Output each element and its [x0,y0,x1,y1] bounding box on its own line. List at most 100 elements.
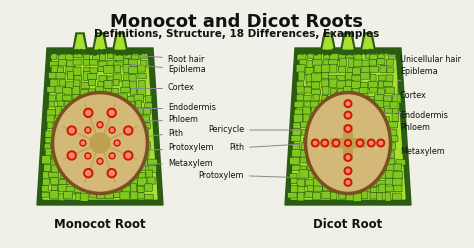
FancyBboxPatch shape [86,143,94,151]
FancyBboxPatch shape [386,164,395,172]
FancyBboxPatch shape [334,144,342,150]
Circle shape [66,50,70,54]
FancyBboxPatch shape [328,100,334,108]
FancyBboxPatch shape [330,89,337,94]
FancyBboxPatch shape [42,186,48,191]
FancyBboxPatch shape [140,128,148,136]
FancyBboxPatch shape [139,164,146,171]
FancyBboxPatch shape [336,101,343,109]
FancyBboxPatch shape [330,139,365,147]
FancyBboxPatch shape [377,114,383,123]
FancyBboxPatch shape [313,94,319,101]
FancyBboxPatch shape [118,143,126,152]
FancyBboxPatch shape [83,158,91,165]
FancyBboxPatch shape [90,68,98,73]
FancyBboxPatch shape [366,134,375,143]
FancyBboxPatch shape [389,54,395,59]
Text: Dicot Root: Dicot Root [313,218,383,231]
FancyBboxPatch shape [54,118,60,123]
FancyBboxPatch shape [362,191,368,198]
FancyBboxPatch shape [73,87,80,95]
FancyBboxPatch shape [67,71,73,80]
FancyBboxPatch shape [383,81,392,87]
FancyBboxPatch shape [73,67,81,75]
FancyBboxPatch shape [67,170,74,178]
FancyBboxPatch shape [340,166,349,171]
Polygon shape [363,35,373,49]
FancyBboxPatch shape [297,179,305,187]
FancyBboxPatch shape [122,81,130,88]
FancyBboxPatch shape [132,52,141,60]
FancyBboxPatch shape [139,158,148,166]
FancyBboxPatch shape [61,164,67,170]
FancyBboxPatch shape [396,159,406,165]
FancyBboxPatch shape [75,193,81,200]
FancyBboxPatch shape [127,114,137,122]
FancyBboxPatch shape [136,115,142,122]
FancyBboxPatch shape [56,73,65,79]
FancyBboxPatch shape [336,116,342,121]
Circle shape [106,49,111,53]
FancyBboxPatch shape [313,178,323,187]
FancyBboxPatch shape [360,103,367,109]
FancyBboxPatch shape [138,53,148,58]
FancyBboxPatch shape [87,129,94,135]
Circle shape [99,123,101,126]
FancyBboxPatch shape [58,60,67,66]
FancyBboxPatch shape [313,52,322,60]
FancyBboxPatch shape [105,173,114,179]
FancyBboxPatch shape [296,65,305,72]
FancyBboxPatch shape [113,79,119,86]
FancyBboxPatch shape [380,136,390,142]
FancyBboxPatch shape [114,192,122,198]
FancyBboxPatch shape [53,143,63,149]
Circle shape [110,129,114,132]
Circle shape [48,51,52,55]
FancyBboxPatch shape [98,66,107,72]
FancyBboxPatch shape [299,60,307,67]
FancyBboxPatch shape [317,144,325,151]
FancyBboxPatch shape [359,88,368,94]
FancyBboxPatch shape [365,100,375,108]
FancyBboxPatch shape [51,151,60,159]
FancyBboxPatch shape [349,121,357,129]
FancyBboxPatch shape [99,164,107,172]
FancyBboxPatch shape [385,87,394,93]
FancyBboxPatch shape [370,149,380,156]
FancyBboxPatch shape [111,121,118,129]
Circle shape [82,142,84,145]
FancyBboxPatch shape [74,186,81,193]
FancyBboxPatch shape [382,129,389,136]
Circle shape [345,139,352,147]
FancyBboxPatch shape [123,165,132,173]
FancyBboxPatch shape [53,127,63,136]
Circle shape [344,111,352,119]
FancyBboxPatch shape [66,179,74,184]
FancyBboxPatch shape [389,122,397,128]
Circle shape [109,171,114,176]
FancyBboxPatch shape [113,171,122,178]
FancyBboxPatch shape [107,76,115,81]
FancyBboxPatch shape [74,166,82,172]
FancyBboxPatch shape [392,178,402,186]
FancyBboxPatch shape [98,156,108,163]
FancyBboxPatch shape [374,95,384,103]
FancyBboxPatch shape [328,60,337,66]
Text: Epiblema: Epiblema [383,66,438,76]
FancyBboxPatch shape [84,180,91,186]
FancyBboxPatch shape [121,87,130,93]
FancyBboxPatch shape [95,109,101,117]
FancyBboxPatch shape [76,155,82,164]
FancyBboxPatch shape [60,144,69,150]
Circle shape [133,49,138,54]
Circle shape [314,50,318,55]
Circle shape [109,153,115,159]
Text: Metaxylem: Metaxylem [121,158,213,167]
FancyBboxPatch shape [392,108,399,113]
FancyBboxPatch shape [58,67,64,73]
Circle shape [332,49,336,53]
FancyBboxPatch shape [123,59,129,66]
FancyBboxPatch shape [308,144,315,151]
FancyBboxPatch shape [80,193,88,201]
FancyBboxPatch shape [323,143,332,149]
